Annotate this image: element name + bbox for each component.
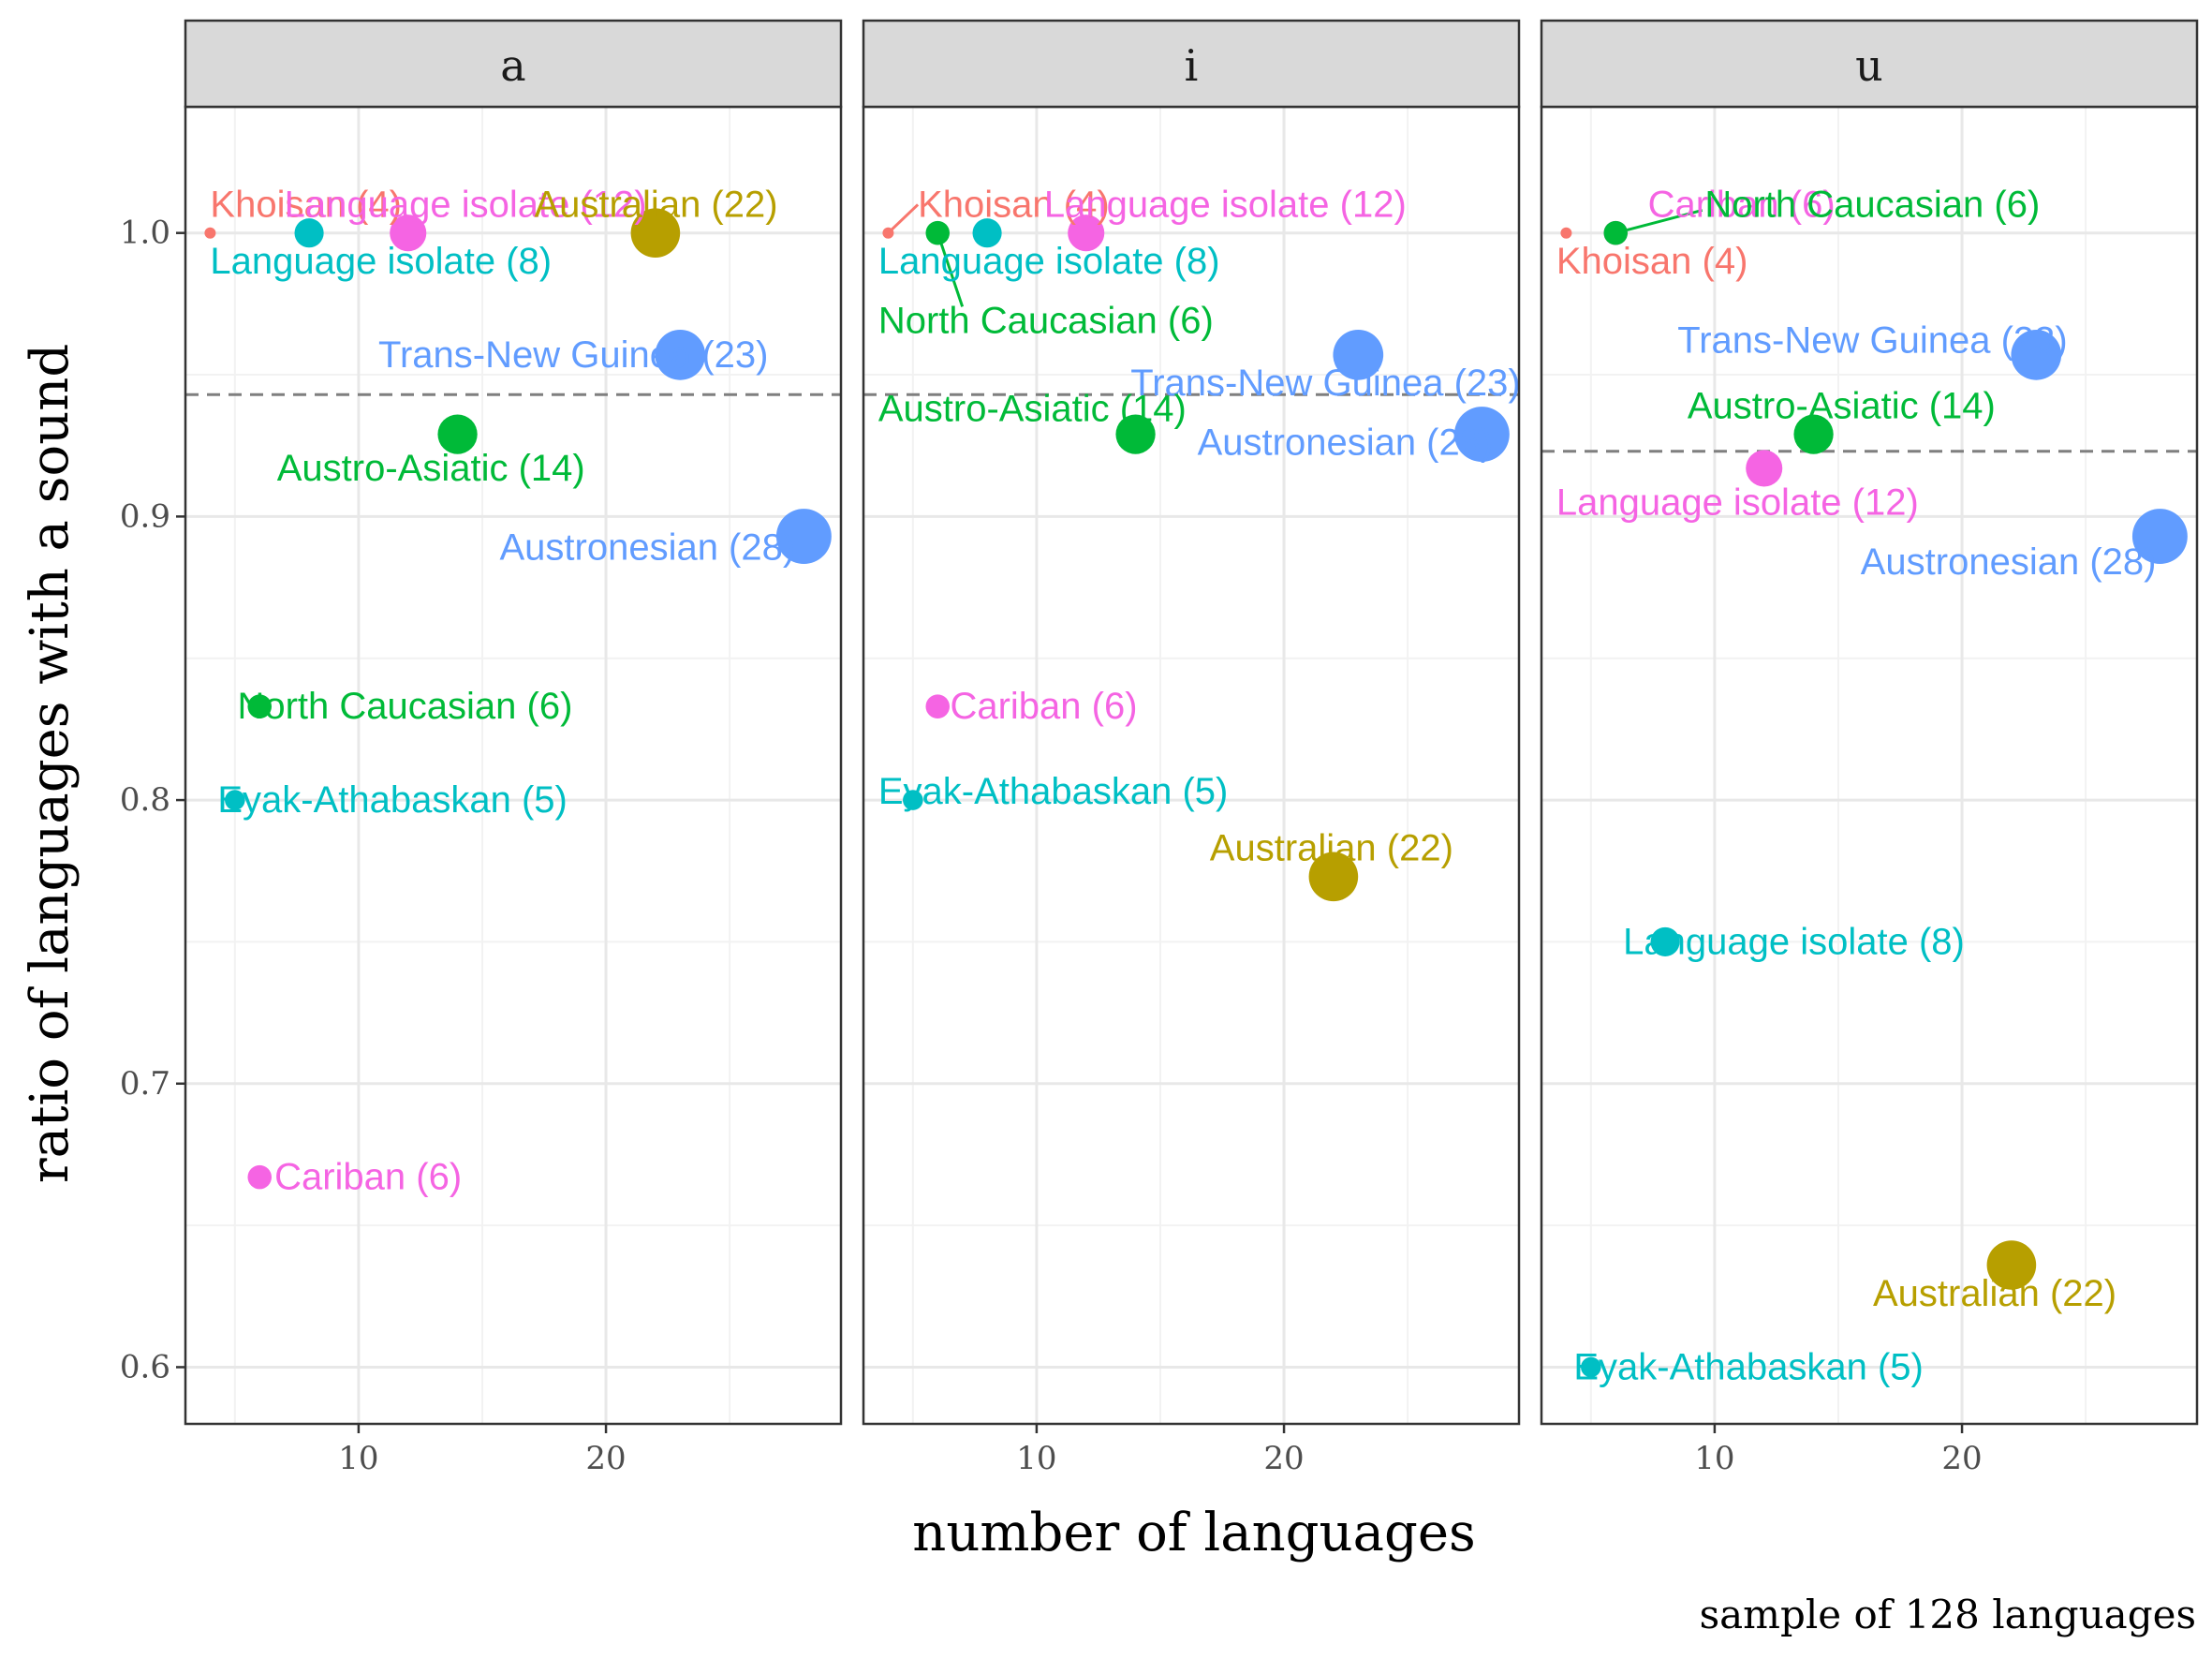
point-label: Austronesian (28): [499, 527, 795, 569]
point-label: Trans-New Guinea (23): [1677, 320, 2067, 362]
data-point: [2011, 329, 2062, 380]
data-point: [1333, 329, 1384, 380]
label-leader-line: [936, 232, 965, 307]
data-point: [1793, 414, 1834, 454]
facet-panels: Khoisan (4) Language isolate (8) Language …: [184, 19, 2199, 1477]
data-point: [655, 329, 706, 380]
facet-strip-label: i: [1185, 40, 1199, 91]
point-label: Language isolate (12): [285, 184, 647, 225]
x-tick-label: 10: [1694, 1440, 1734, 1477]
point-label: Language isolate (8): [1623, 921, 1965, 962]
x-tick-label: 20: [1941, 1440, 1982, 1477]
y-tick-label: 0.6: [120, 1348, 170, 1385]
point-label: Austro-Asiatic (14): [878, 388, 1187, 429]
point-label: Australian (22): [1873, 1273, 2116, 1314]
x-axis-title: number of languages: [912, 1503, 1475, 1563]
point-label: Cariban (6): [274, 1157, 462, 1198]
panel-background: [863, 107, 1519, 1424]
facet-panel-u: Cariban (6)North Caucasian (6) Khoisan (4…: [1540, 19, 2199, 1477]
data-point: [247, 1164, 273, 1190]
facet-strip-label: u: [1855, 40, 1883, 91]
data-point: [1560, 227, 1572, 239]
point-label: Khoisan (4): [918, 184, 1110, 225]
y-tick-label: 0.9: [120, 497, 170, 535]
data-point: [390, 215, 427, 252]
point-label: North Caucasian (6): [1704, 184, 2040, 225]
facet-strip: [184, 19, 843, 109]
data-point: [925, 694, 951, 718]
data-point: [903, 790, 923, 810]
point-label: Khoisan (4): [1556, 241, 1748, 282]
caption: sample of 128 languages: [1700, 1592, 2196, 1637]
data-point: [1746, 450, 1783, 487]
facet-panel-i: Khoisan (4)Language isolate (12) Language…: [862, 19, 1521, 1477]
data-point: [1115, 414, 1156, 454]
point-label: North Caucasian (6): [237, 686, 572, 727]
point-label: Cariban (6): [950, 686, 1137, 727]
facet-panel-a: Khoisan (4) Language isolate (8) Language …: [184, 19, 843, 1477]
panel-background: [1541, 107, 2197, 1424]
point-label: Language isolate (8): [210, 241, 552, 282]
point-label: Language isolate (12): [1044, 184, 1407, 225]
label-leader-line: [887, 203, 920, 234]
y-axis: 0.6 0.7 0.8 0.9 1.0: [120, 215, 185, 1385]
data-point: [294, 218, 324, 248]
facet-strip: [1540, 19, 2199, 109]
point-label: Khoisan (4): [210, 184, 402, 225]
data-point: [882, 227, 894, 239]
data-point: [247, 694, 273, 718]
x-tick-label: 20: [585, 1440, 626, 1477]
data-point: [1453, 407, 1510, 463]
x-tick-label: 10: [1016, 1440, 1056, 1477]
point-label: Eyak-Athabaskan (5): [1573, 1346, 1924, 1387]
facet-strip: [862, 19, 1521, 109]
point-label: North Caucasian (6): [878, 301, 1214, 342]
point-label: Austronesian (28): [1861, 541, 2157, 583]
point-label: Trans-New Guinea (23): [378, 334, 768, 376]
point-label: Austro-Asiatic (14): [1688, 385, 1996, 426]
point-label: Australian (22): [534, 184, 777, 225]
panel-background: [185, 107, 841, 1424]
point-label: Language isolate (8): [878, 241, 1220, 282]
data-point: [1603, 220, 1629, 245]
point-label: Language isolate (12): [1556, 481, 1919, 523]
point-label: Eyak-Athabaskan (5): [217, 779, 568, 821]
data-point: [1308, 852, 1359, 902]
x-tick-label: 10: [338, 1440, 378, 1477]
point-label: Austronesian (28): [1198, 422, 1494, 464]
data-point: [1068, 215, 1105, 252]
data-point: [1581, 1356, 1601, 1378]
data-point: [437, 414, 478, 454]
data-point: [630, 208, 681, 258]
point-label: Cariban (6): [1648, 184, 1836, 225]
data-point: [204, 227, 216, 239]
data-point: [972, 218, 1002, 248]
y-tick-label: 1.0: [120, 215, 170, 252]
point-label: Trans-New Guinea (23): [1130, 363, 1520, 404]
point-label: Austro-Asiatic (14): [277, 448, 585, 489]
y-tick-label: 0.8: [120, 781, 170, 819]
x-tick-label: 20: [1263, 1440, 1304, 1477]
data-point: [225, 790, 245, 810]
data-point: [1986, 1240, 2037, 1290]
label-leader-line: [1615, 209, 1703, 235]
data-point: [2131, 509, 2188, 565]
point-label: Eyak-Athabaskan (5): [878, 771, 1229, 812]
y-axis-title: ratio of languages with a sound: [20, 344, 81, 1183]
data-point: [1650, 926, 1680, 956]
data-point: [775, 509, 832, 565]
y-tick-label: 0.7: [120, 1065, 170, 1103]
point-label: Australian (22): [1210, 828, 1453, 869]
facet-strip-label: a: [500, 40, 525, 91]
data-point: [925, 220, 951, 245]
